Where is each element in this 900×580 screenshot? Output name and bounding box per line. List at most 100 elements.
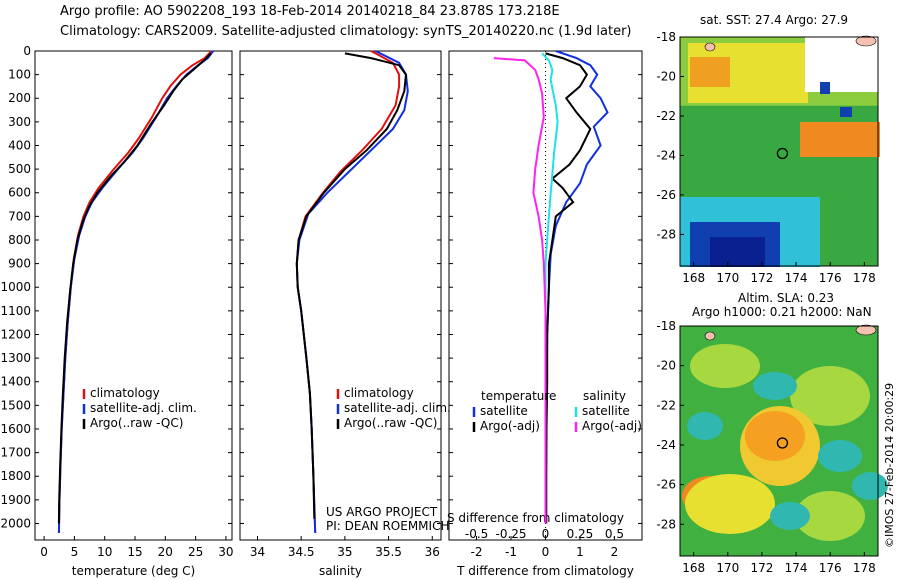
depth-tick-label: 900 [8,257,31,271]
sst-hot-patch [800,122,880,157]
depth-tick-label: 300 [8,115,31,129]
sla-lon-label: 176 [819,561,842,575]
legend-temperature-title: temperature [481,389,556,403]
sst-missing-data [805,37,890,92]
sst-map-frame [679,36,879,267]
salinity-xtick-label: 35 [337,545,352,559]
temperature-legend-label: Argo(..raw -QC) [90,416,183,430]
depth-tick-label: 500 [8,162,31,176]
difference-xtick-label: 2 [611,545,619,559]
sla-low-anomaly [753,372,797,400]
sla-low-anomaly [687,412,723,440]
temperature-series-0 [57,50,213,533]
legend-salinity-label: Argo(-adj) [582,419,642,433]
difference-series-0 [545,50,609,524]
sst-argo-marker [776,147,789,160]
temperature-series-1 [57,50,214,533]
island-shape [855,324,877,336]
sst-cloud-pixel [840,107,852,117]
sla-anomaly [790,366,870,426]
profile-title: Argo profile: AO 5902208_193 18-Feb-2014… [60,4,560,19]
sla-lon-label: 170 [716,561,739,575]
sst-lon-label: 172 [750,271,773,285]
salinity-xtick-label: 34 [250,545,265,559]
sla-anomaly [795,491,865,541]
difference-xtick-label: 0 [542,545,550,559]
difference-series-1 [545,52,592,524]
sla-lon-label: 168 [682,561,705,575]
depth-tick-label: 1200 [0,327,31,341]
depth-tick-label: 1000 [0,280,31,294]
salinity-legend-label: climatology [344,386,414,400]
temperature-xtick-label: 15 [127,545,142,559]
depth-tick-label: 1300 [0,351,31,365]
temperature-xtick-label: 10 [97,545,112,559]
salinity-series-2 [295,52,408,519]
sla-lat-label: -20 [656,359,676,373]
imos-watermark: ©IMOS 27-Feb-2014 20:00:29 [883,383,896,548]
depth-tick-label: 1400 [0,375,31,389]
depth-tick-label: 0 [23,44,31,58]
sst-cloud-pixel [820,82,830,94]
temperature-xtick-label: 20 [158,545,173,559]
difference-top-tick-label: 0 [542,527,550,541]
depth-tick-label: 400 [8,138,31,152]
sst-map-title: sat. SST: 27.4 Argo: 27.9 [700,13,848,27]
legend-salinity-title: salinity [583,389,626,403]
legend-temperature-label: satellite [480,404,528,418]
difference-series-3 [493,57,547,524]
sst-lon-label: 170 [716,271,739,285]
temperature-xtick-label: 30 [218,545,233,559]
sla-map-subtitle: Argo h1000: 0.21 h2000: NaN [692,305,872,319]
island-shape [704,331,716,341]
difference-xlabel-top: S difference from climatology [447,511,624,525]
depth-tick-label: 1700 [0,446,31,460]
sst-hot-patch [690,57,730,87]
sst-deep-patch [710,237,765,267]
sla-map-title: Altim. SLA: 0.23 [738,291,834,305]
project-annotation: US ARGO PROJECT [326,505,438,519]
sst-lon-label: 174 [785,271,808,285]
sst-lon-label: 178 [853,271,876,285]
sst-lat-label: -28 [656,227,676,241]
salinity-legend-label: Argo(..raw -QC) [344,416,437,430]
sla-lon-label: 172 [750,561,773,575]
difference-top-tick-label: 0.5 [605,527,624,541]
temperature-legend-label: satellite-adj. clim. [90,401,197,415]
salinity-xtick-label: 35.5 [375,545,402,559]
temperature-xtick-label: 25 [188,545,203,559]
difference-top-tick-label: -0.5 [465,527,488,541]
sst-map [679,35,890,267]
temperature-xtick-label: 5 [71,545,79,559]
temperature-xtick-label: 0 [40,545,48,559]
project-annotation: PI: DEAN ROEMMICH [326,519,449,533]
sla-argo-marker [776,437,789,449]
sla-lat-label: -22 [656,398,676,412]
depth-tick-label: 1800 [0,469,31,483]
sla-lon-label: 174 [785,561,808,575]
salinity-xtick-label: 36 [425,545,440,559]
difference-top-tick-label: 0.25 [567,527,594,541]
sla-lat-label: -24 [656,438,676,452]
sst-lat-label: -26 [656,188,676,202]
sla-lon-label: 178 [853,561,876,575]
depth-tick-label: 700 [8,209,31,223]
salinity-legend-label: satellite-adj. clim. [344,401,451,415]
sla-map-frame [679,325,879,557]
depth-tick-label: 100 [8,68,31,82]
depth-tick-label: 1100 [0,304,31,318]
climatology-title: Climatology: CARS2009. Satellite-adjuste… [60,24,632,39]
temperature-xlabel: temperature (deg C) [72,564,195,578]
sla-low-anomaly [852,472,888,500]
temperature-plot-frame [34,50,233,541]
salinity-xlabel: salinity [319,564,362,578]
legend-temperature-label: Argo(-adj) [480,419,540,433]
temperature-series-2 [57,52,212,524]
depth-tick-label: 2000 [0,516,31,530]
sst-lat-label: -18 [656,30,676,44]
island-shape [704,42,716,52]
sst-lat-label: -22 [656,109,676,123]
temperature-legend-label: climatology [90,386,160,400]
sla-lat-label: -18 [656,319,676,333]
